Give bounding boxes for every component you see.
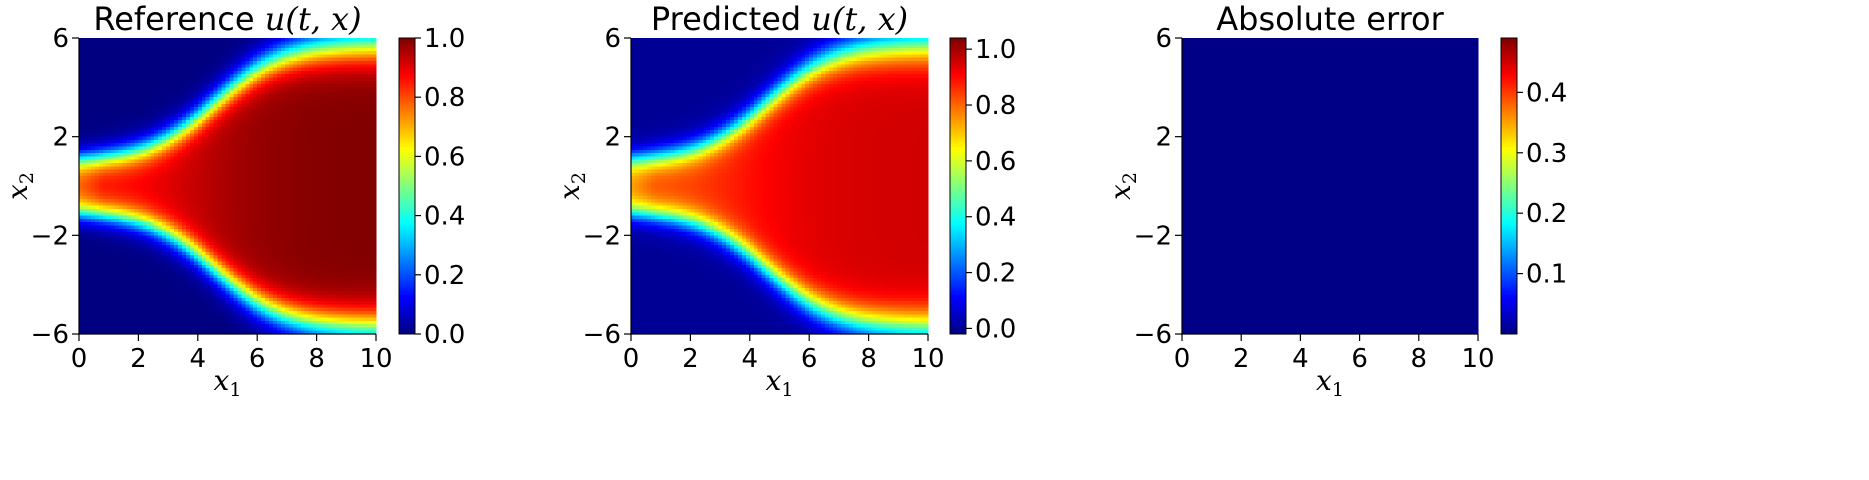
- heatmap-cells: [79, 38, 377, 335]
